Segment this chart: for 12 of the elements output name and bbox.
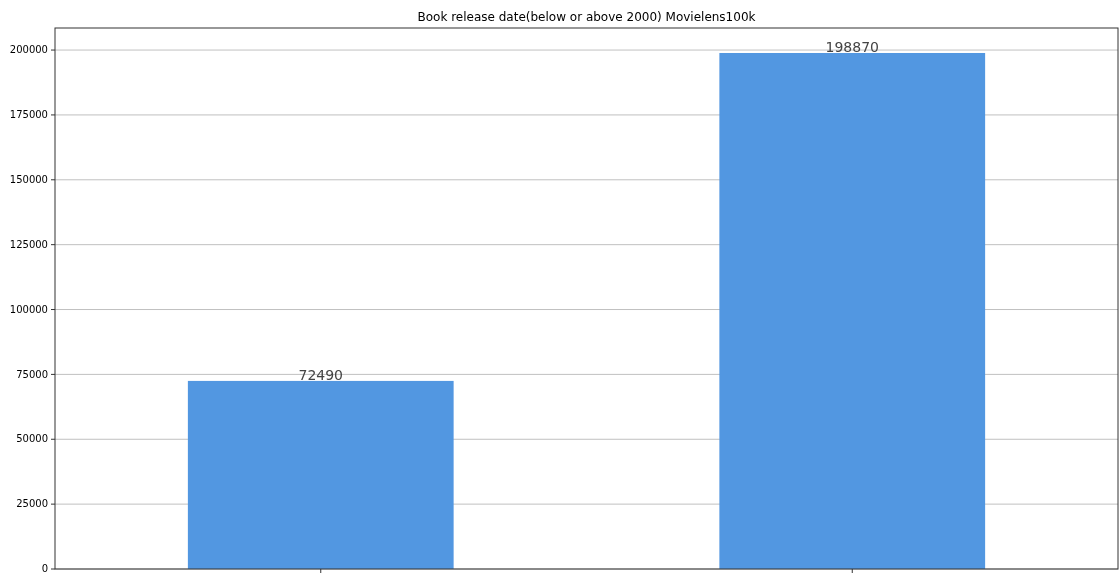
y-tick-label: 75000 (16, 368, 48, 380)
y-tick-label: 150000 (9, 173, 48, 185)
chart-title: Book release date(below or above 2000) Movielens100k (417, 10, 756, 24)
y-tick-label: 50000 (16, 433, 48, 445)
data-label: 198870 (825, 38, 879, 55)
y-tick-label: 100000 (9, 303, 48, 315)
y-tick-label: 125000 (9, 238, 48, 250)
y-tick-label: 200000 (9, 44, 48, 56)
y-tick-label: 25000 (16, 498, 48, 510)
y-tick-label: 175000 (9, 109, 48, 121)
data-label: 72490 (298, 366, 344, 383)
y-tick-label: 0 (41, 563, 48, 575)
